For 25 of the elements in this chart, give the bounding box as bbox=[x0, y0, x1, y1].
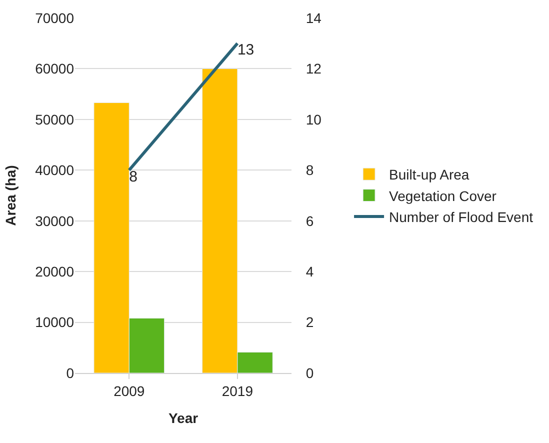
y-tick-label: 40000 bbox=[35, 162, 74, 178]
y-tick-label: 20000 bbox=[35, 263, 74, 280]
y2-tick-label: 14 bbox=[306, 10, 322, 26]
y2-tick-label: 4 bbox=[306, 263, 314, 280]
y-tick-label: 10000 bbox=[35, 314, 74, 330]
legend-label: Vegetation Cover bbox=[389, 188, 497, 204]
y-tick-label: 30000 bbox=[35, 212, 74, 229]
x-tick-label: 2019 bbox=[222, 382, 254, 399]
data-label: 13 bbox=[237, 42, 254, 59]
data-label: 8 bbox=[129, 168, 138, 186]
legend-label: Number of Flood Event bbox=[389, 208, 534, 225]
y2-tick-label: 12 bbox=[306, 60, 322, 77]
y2-tick-label: 2 bbox=[306, 314, 314, 330]
y-axis-title: Area (ha) bbox=[2, 165, 19, 226]
y-tick-label: 60000 bbox=[35, 60, 74, 77]
y-tick-label: 0 bbox=[66, 364, 74, 381]
y-tick-label: 50000 bbox=[35, 111, 74, 128]
y2-tick-label: 8 bbox=[306, 162, 314, 178]
y2-tick-label: 6 bbox=[306, 212, 314, 229]
legend-label: Built-up Area bbox=[389, 166, 470, 183]
x-axis-title: Year bbox=[168, 410, 199, 426]
y2-tick-label: 0 bbox=[306, 364, 314, 381]
y-tick-label: 70000 bbox=[35, 10, 74, 26]
x-tick-label: 2009 bbox=[114, 382, 145, 399]
y2-tick-label: 10 bbox=[306, 111, 322, 128]
